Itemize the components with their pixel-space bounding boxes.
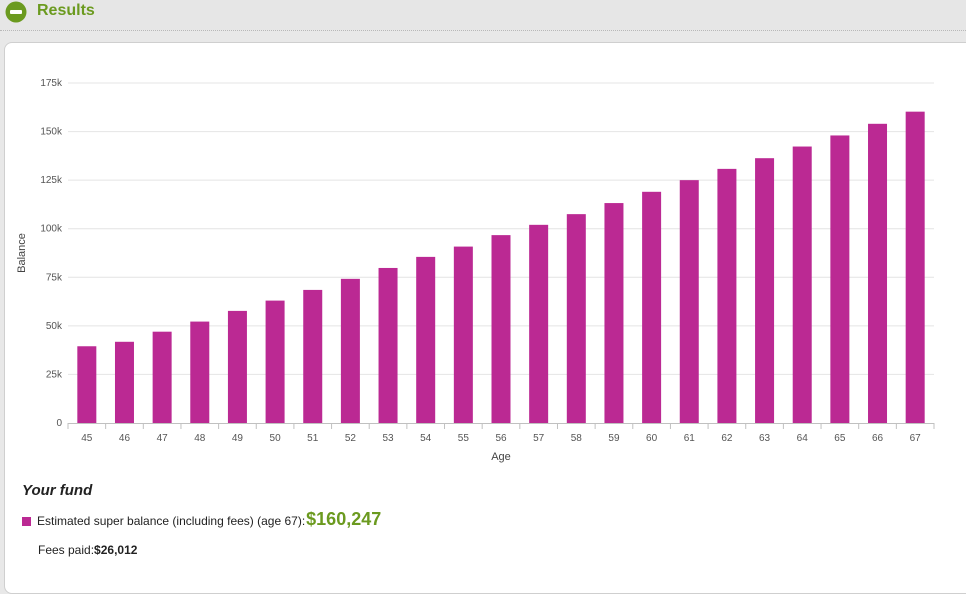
x-tick-label: 52 bbox=[345, 433, 357, 444]
fees-row: Fees paid:$26,012 bbox=[38, 543, 137, 557]
bar bbox=[114, 341, 134, 423]
x-tick-label: 55 bbox=[458, 433, 470, 444]
x-tick-label: 64 bbox=[797, 433, 809, 444]
x-tick-label: 50 bbox=[270, 433, 282, 444]
x-tick-label: 60 bbox=[646, 433, 658, 444]
bar bbox=[227, 310, 247, 423]
estimate-value: $160,247 bbox=[306, 508, 382, 529]
bar bbox=[340, 278, 360, 423]
fund-heading: Your fund bbox=[22, 482, 93, 499]
estimate-label: Estimated super balance (including fees)… bbox=[37, 514, 306, 528]
bar bbox=[190, 321, 210, 423]
y-tick-label: 0 bbox=[56, 418, 62, 429]
results-header[interactable]: Results bbox=[0, 0, 966, 30]
x-tick-label: 54 bbox=[420, 433, 432, 444]
x-tick-label: 57 bbox=[533, 433, 545, 444]
bar bbox=[265, 300, 285, 423]
y-tick-label: 50k bbox=[46, 321, 63, 332]
bar bbox=[679, 180, 699, 423]
x-tick-label: 45 bbox=[81, 433, 93, 444]
x-tick-label: 66 bbox=[872, 433, 884, 444]
x-tick-label: 56 bbox=[495, 433, 507, 444]
bar bbox=[529, 224, 549, 423]
x-tick-label: 47 bbox=[157, 433, 169, 444]
bar bbox=[830, 135, 850, 423]
x-tick-label: 65 bbox=[834, 433, 846, 444]
fees-value: $26,012 bbox=[94, 543, 138, 557]
legend-swatch bbox=[22, 516, 31, 526]
x-tick-label: 59 bbox=[608, 433, 620, 444]
bar bbox=[491, 235, 511, 423]
y-tick-label: 100k bbox=[40, 224, 63, 235]
collapse-minus-icon[interactable] bbox=[5, 1, 27, 23]
x-tick-label: 53 bbox=[382, 433, 394, 444]
bar bbox=[905, 111, 925, 424]
x-tick-label: 49 bbox=[232, 433, 244, 444]
bar bbox=[303, 289, 323, 423]
fees-label: Fees paid: bbox=[38, 543, 95, 557]
y-tick-label: 150k bbox=[40, 127, 63, 138]
bar bbox=[416, 256, 436, 423]
balance-chart: 0 25k 50k 75k 100k 125k 150k 175k 45 46 47 48 49 50 51… bbox=[16, 78, 935, 463]
bar bbox=[642, 191, 662, 423]
x-tick-label: 61 bbox=[684, 433, 696, 444]
bar bbox=[755, 158, 775, 423]
y-tick-label: 125k bbox=[40, 175, 63, 186]
x-tick-label: 63 bbox=[759, 433, 771, 444]
x-tick-label: 46 bbox=[119, 433, 131, 444]
header-divider bbox=[0, 30, 966, 31]
bar bbox=[792, 146, 812, 423]
results-title: Results bbox=[37, 2, 95, 19]
x-tick-label: 51 bbox=[307, 433, 319, 444]
y-tick-label: 175k bbox=[40, 78, 63, 89]
y-axis-title: Balance bbox=[16, 233, 28, 273]
bar bbox=[453, 246, 473, 423]
bar bbox=[604, 203, 624, 423]
bar bbox=[152, 331, 172, 423]
bar bbox=[717, 168, 737, 423]
x-tick-label: 62 bbox=[721, 433, 733, 444]
bar bbox=[566, 214, 586, 423]
bar bbox=[868, 123, 888, 424]
y-tick-label: 25k bbox=[46, 369, 63, 380]
bar bbox=[77, 346, 97, 423]
legend-item-estimate: Estimated super balance (including fees)… bbox=[22, 508, 382, 532]
x-tick-label: 48 bbox=[194, 433, 206, 444]
x-axis-title: Age bbox=[491, 451, 511, 463]
x-tick-label: 58 bbox=[571, 433, 583, 444]
y-tick-label: 75k bbox=[46, 272, 63, 283]
bar bbox=[378, 267, 398, 423]
x-tick-label: 67 bbox=[910, 433, 922, 444]
